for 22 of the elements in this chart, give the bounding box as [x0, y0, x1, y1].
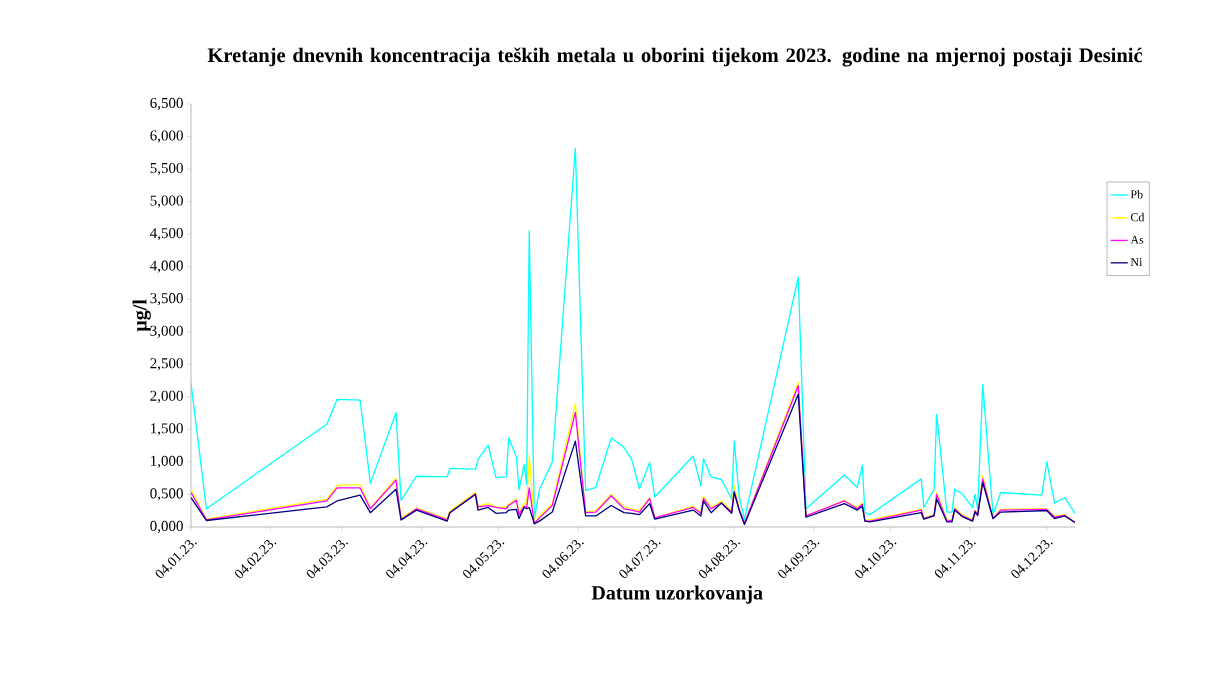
y-axis-title: µg/l: [132, 299, 151, 332]
y-tick-label: 5,500: [150, 162, 183, 176]
y-tick-label: 0,500: [150, 488, 183, 501]
legend-label: As: [1130, 235, 1144, 244]
y-tick-label: 1,500: [151, 423, 183, 436]
chart-title: Kretanje dnevnih koncentracija teških metala u oborini tijekom 2023. godine na mjernoj postaji Desinić: [207, 47, 1143, 67]
y-tick-label: 5,000: [150, 195, 183, 208]
legend-label: Ni: [1130, 258, 1143, 267]
y-tick-label: 1,000: [151, 455, 183, 469]
y-tick-label: 4,500: [150, 228, 183, 241]
x-axis-title: Datum uzorkovanja: [591, 585, 763, 604]
y-tick-label: 2,000: [150, 390, 183, 403]
legend-label: Cd: [1130, 212, 1145, 222]
line-series: [191, 147, 1076, 520]
y-tick-label: 3,000: [150, 325, 183, 338]
y-tick-label: 4,000: [150, 260, 183, 273]
y-tick-label: 6,000: [150, 130, 183, 143]
y-tick-label: 0,000: [150, 520, 183, 534]
legend-label: Pb: [1130, 190, 1143, 199]
y-tick-label: 2,500: [150, 358, 183, 371]
y-tick-label: 3,500: [150, 293, 183, 306]
y-tick-label: 6,500: [150, 97, 183, 111]
